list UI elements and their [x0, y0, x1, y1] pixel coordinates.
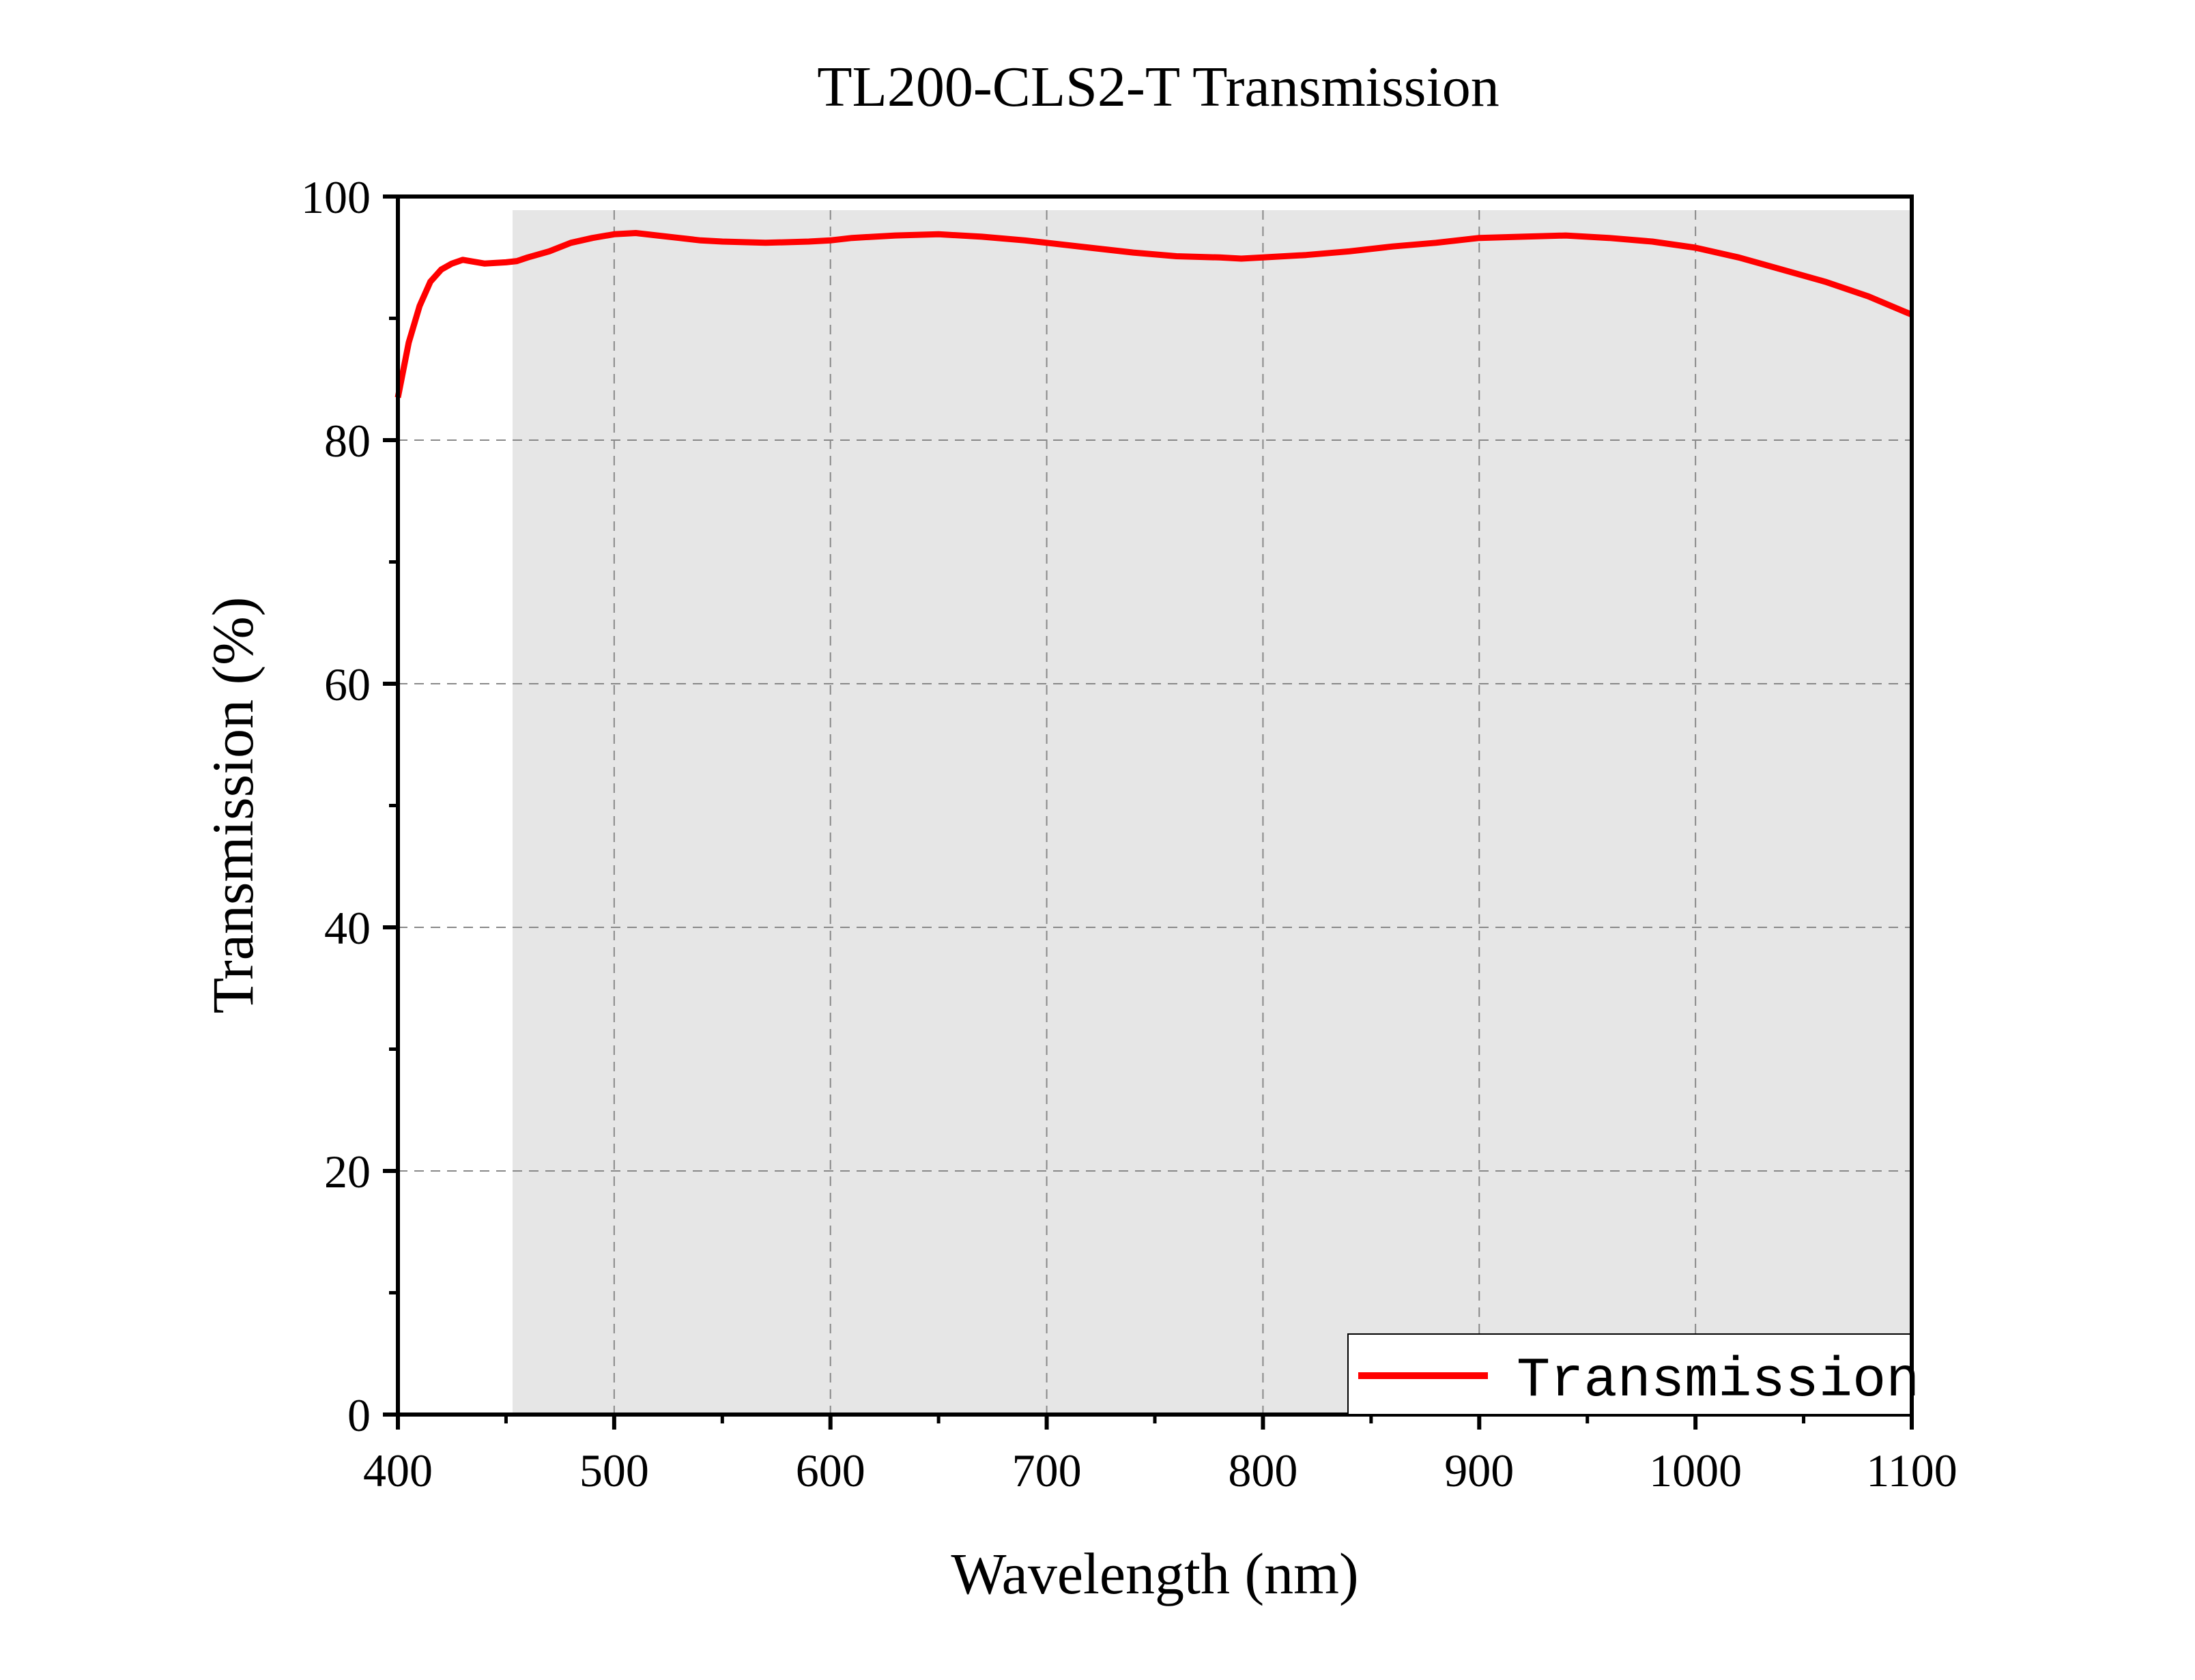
x-tick-label: 500: [579, 1445, 649, 1496]
chart-title: TL200-CLS2-T Transmission: [817, 55, 1500, 119]
y-tick-label: 100: [301, 171, 371, 223]
x-tick-label: 800: [1228, 1445, 1297, 1496]
y-tick-labels: 0 20 40 60 80 100: [301, 171, 371, 1441]
x-axis-label: Wavelength (nm): [951, 1541, 1358, 1606]
axis-ticks: [383, 194, 1914, 1430]
series-line-transmission: [394, 230, 1913, 399]
x-tick-label: 700: [1012, 1445, 1082, 1496]
x-tick-label: 1100: [1866, 1445, 1957, 1496]
y-tick-label: 40: [324, 902, 371, 954]
grid-lines: [398, 210, 1912, 1415]
x-tick-label: 900: [1444, 1445, 1514, 1496]
y-tick-label: 60: [324, 658, 371, 710]
x-tick-label: 600: [796, 1445, 865, 1496]
y-axis-label: Transmission (%): [200, 597, 266, 1014]
y-tick-label: 20: [324, 1146, 371, 1198]
y-tick-label: 0: [347, 1389, 371, 1441]
x-tick-label: 400: [363, 1445, 433, 1496]
plot-frame: [396, 194, 1914, 1417]
legend-label-transmission: Transmission: [1517, 1349, 1920, 1413]
y-tick-label: 80: [324, 415, 371, 467]
shaded-region: [512, 210, 1912, 1415]
x-tick-labels: 400 500 600 700 800 900 1000 1100: [363, 1445, 1957, 1496]
x-tick-label: 1000: [1649, 1445, 1742, 1496]
legend: Transmission: [1347, 1333, 1920, 1415]
